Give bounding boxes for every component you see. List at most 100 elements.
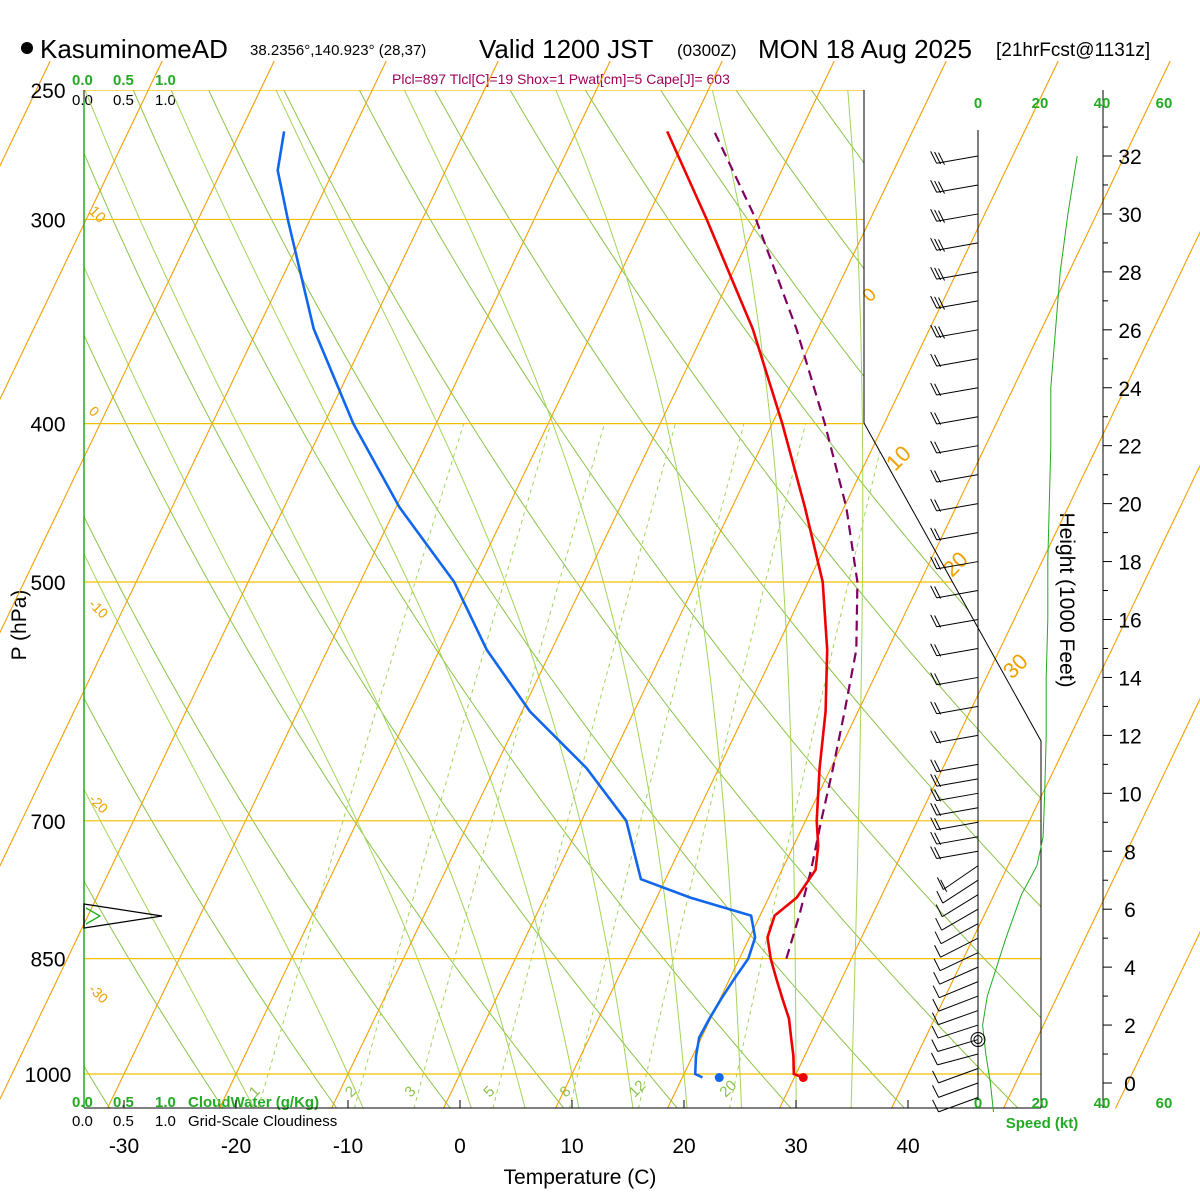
cloudiness-tick-bottom-1: 0.5: [113, 1113, 134, 1130]
wind-barb-shaft: [936, 836, 979, 845]
temperature-tick-label: 10: [560, 1135, 583, 1158]
wind-barb-flag: [934, 945, 942, 958]
wind-barb-flag: [930, 643, 938, 656]
isotherm-label: 10: [85, 203, 109, 227]
wind-barb-flag: [932, 998, 940, 1012]
mixing-ratio-line: [413, 423, 605, 1108]
wind-barb-flag: [934, 818, 942, 831]
isotherm-line: [442, 60, 947, 1109]
wind-barb-flag: [934, 441, 942, 454]
wind-barb-flag: [934, 557, 942, 570]
wind-barb-flag: [930, 846, 938, 859]
wind-barb-flag: [936, 877, 944, 890]
dry-adiabat-line: [84, 90, 338, 1108]
cloudiness-tick-bottom-0: 0.0: [72, 1113, 93, 1130]
station-dot-icon: [21, 42, 33, 54]
isotherm-label: 30: [998, 649, 1033, 684]
wind-barb-shaft: [936, 821, 979, 831]
dry-adiabat-line: [269, 90, 1019, 1108]
isotherm-label: 10: [881, 441, 916, 476]
moist-adiabat-line: [84, 90, 472, 1108]
pressure-ticks: 1000 850 700 500 400 300 250: [25, 80, 72, 1087]
pressure-tick-label: 250: [30, 80, 65, 103]
wind-barb-shaft: [936, 676, 979, 686]
pressure-tick-label: 400: [30, 414, 65, 437]
mixing-ratio-line: [637, 423, 807, 1108]
isotherm-line: [1114, 931, 1200, 1109]
mixing-ratio-line: [568, 423, 745, 1108]
wind-barb-flag: [934, 528, 942, 541]
wind-barb-shaft: [938, 1068, 979, 1084]
adiabats-layer: 1 2 3 5 8 12 20: [84, 90, 1041, 1108]
wind-barb-flag: [938, 297, 945, 310]
wind-barb-flag: [934, 267, 942, 281]
isotherm-line: [330, 60, 835, 1109]
wind-barb-flag: [938, 152, 945, 165]
cloud-layer: [83, 903, 163, 929]
wind-barb-flag: [934, 412, 942, 425]
wind-barb-flag: [935, 917, 943, 931]
valid-date: MON 18 Aug 2025: [758, 34, 972, 64]
wind-barb-shaft: [941, 894, 979, 918]
speed-tick-bottom: 60: [1156, 1095, 1173, 1112]
wind-barb-shaft: [939, 966, 979, 985]
dry-adiabat-line: [641, 90, 1041, 1108]
moist-adiabat-line: [170, 90, 580, 1108]
mixing-ratio-line: [353, 423, 552, 1108]
dry-adiabat-line: [194, 90, 906, 1108]
cloudiness-label: Grid-Scale Cloudiness: [188, 1113, 337, 1130]
height-tick-label: 14: [1118, 667, 1142, 690]
wind-barb-shaft: [936, 561, 979, 570]
moist-adiabat-line: [555, 90, 742, 1108]
wind-barb-flag: [934, 847, 942, 860]
height-tick-label: 2: [1124, 1015, 1136, 1038]
wind-barb-shaft: [936, 778, 979, 787]
height-tick-label: 30: [1118, 204, 1141, 227]
wind-barb-flag: [938, 239, 945, 252]
dry-adiabat-line: [84, 90, 679, 1108]
pressure-tick-label: 1000: [25, 1064, 72, 1087]
wind-barb-shaft: [936, 358, 979, 367]
wind-barb-flag: [935, 904, 943, 917]
y-axis-title: P (hPa): [8, 590, 31, 661]
wind-barb-flag: [930, 411, 938, 425]
indices-line: Plcl=897 Tlcl[C]=19 Shox=1 Pwat[cm]=5 Ca…: [392, 71, 730, 87]
temperature-tick-label: -20: [221, 1135, 251, 1158]
wind-barb-flag: [930, 585, 938, 599]
isotherm-line: [554, 60, 1059, 1109]
dry-adiabat-line: [343, 90, 1041, 1108]
wind-barb-flag: [933, 971, 941, 985]
speed-tick-top: 60: [1156, 95, 1173, 112]
wind-barb-flag: [933, 958, 941, 971]
wind-barb-flag: [930, 759, 938, 772]
height-tick-label: 0: [1124, 1073, 1136, 1096]
height-tick-label: 18: [1118, 552, 1141, 575]
temperature-tick-label: 20: [672, 1135, 695, 1158]
isotherm-label: 20: [938, 547, 973, 582]
isotherm-label: -10: [86, 596, 112, 622]
temperature-tick-label: 30: [784, 1135, 807, 1158]
wind-barb-flag: [930, 151, 938, 164]
wind-barb-flag: [934, 354, 942, 367]
temperature-ticks: -30 -20 -10 0 10 20 30 40: [109, 1100, 920, 1158]
wind-barb-flag: [930, 382, 938, 396]
dry-adiabat-line: [84, 90, 565, 1108]
speed-axis-title: Speed (kt): [1006, 1115, 1079, 1132]
temperature-tick-label: 40: [896, 1135, 919, 1158]
height-tick-label: 22: [1118, 436, 1141, 459]
wind-barb-shaft: [941, 908, 979, 931]
dry-adiabat-line: [567, 90, 1041, 1108]
isotherm-line: [0, 60, 387, 867]
wind-barb-shaft: [936, 647, 979, 657]
moist-adiabat-line: [711, 90, 797, 1108]
wind-barb-flag: [930, 802, 938, 816]
isotherm-line: [778, 231, 1200, 1109]
speed-tick-top: 0: [974, 95, 982, 112]
dry-adiabat-line: [492, 90, 1041, 1108]
wind-barb-flag: [931, 1012, 939, 1025]
height-tick-label: 10: [1118, 783, 1141, 806]
x-axis-title: Temperature (C): [504, 1166, 657, 1189]
wind-barb-flag: [930, 817, 938, 830]
moist-adiabat-line: [84, 90, 526, 1108]
wind-barb-flag: [934, 702, 942, 715]
